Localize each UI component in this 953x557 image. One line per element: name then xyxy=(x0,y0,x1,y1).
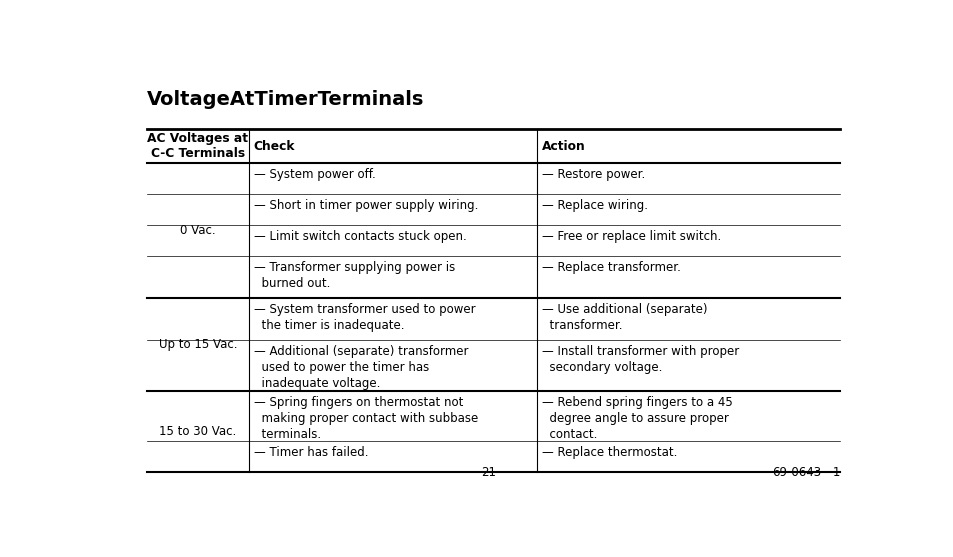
Text: — Restore power.: — Restore power. xyxy=(541,168,645,182)
Text: — Limit switch contacts stuck open.: — Limit switch contacts stuck open. xyxy=(253,230,466,243)
Text: Check: Check xyxy=(253,140,295,153)
Text: — Spring fingers on thermostat not
  making proper contact with subbase
  termin: — Spring fingers on thermostat not makin… xyxy=(253,396,477,441)
Text: Action: Action xyxy=(541,140,585,153)
Text: — Rebend spring fingers to a 45
  degree angle to assure proper
  contact.: — Rebend spring fingers to a 45 degree a… xyxy=(541,396,732,441)
Text: Up to 15 Vac.: Up to 15 Vac. xyxy=(158,338,237,351)
Text: 69-0643—1: 69-0643—1 xyxy=(771,466,840,478)
Text: — System power off.: — System power off. xyxy=(253,168,375,182)
Text: — Use additional (separate)
  transformer.: — Use additional (separate) transformer. xyxy=(541,303,707,332)
Text: 0 Vac.: 0 Vac. xyxy=(180,224,215,237)
Text: 21: 21 xyxy=(481,466,496,478)
Text: — Replace thermostat.: — Replace thermostat. xyxy=(541,446,677,460)
Text: — Replace transformer.: — Replace transformer. xyxy=(541,261,680,274)
Text: — Short in timer power supply wiring.: — Short in timer power supply wiring. xyxy=(253,199,477,212)
Text: — Replace wiring.: — Replace wiring. xyxy=(541,199,647,212)
Text: — Timer has failed.: — Timer has failed. xyxy=(253,446,368,460)
Text: AC Voltages at
C-C Terminals: AC Voltages at C-C Terminals xyxy=(148,132,248,160)
Text: 15 to 30 Vac.: 15 to 30 Vac. xyxy=(159,425,236,438)
Text: — Install transformer with proper
  secondary voltage.: — Install transformer with proper second… xyxy=(541,345,739,374)
Text: — Free or replace limit switch.: — Free or replace limit switch. xyxy=(541,230,720,243)
Text: — Additional (separate) transformer
  used to power the timer has
  inadequate v: — Additional (separate) transformer used… xyxy=(253,345,468,390)
Text: — System transformer used to power
  the timer is inadequate.: — System transformer used to power the t… xyxy=(253,303,475,332)
Text: — Transformer supplying power is
  burned out.: — Transformer supplying power is burned … xyxy=(253,261,455,290)
Text: VoltageAtTimerTerminals: VoltageAtTimerTerminals xyxy=(147,90,424,109)
